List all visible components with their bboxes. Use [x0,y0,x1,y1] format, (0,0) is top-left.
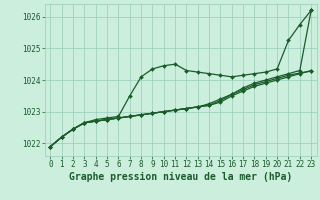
X-axis label: Graphe pression niveau de la mer (hPa): Graphe pression niveau de la mer (hPa) [69,172,292,182]
